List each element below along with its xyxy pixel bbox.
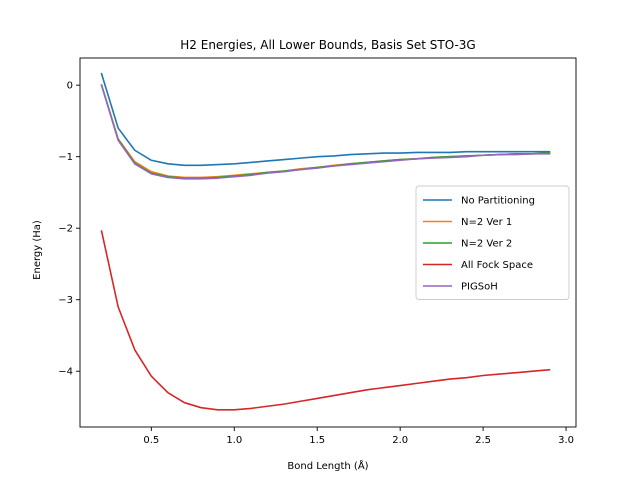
chart-title: H2 Energies, All Lower Bounds, Basis Set… bbox=[180, 38, 475, 52]
legend-label-0: No Partitioning bbox=[461, 196, 535, 207]
y-tick-label: 0 bbox=[67, 81, 73, 92]
legend-label-3: All Fock Space bbox=[461, 260, 533, 271]
series-line-4 bbox=[100, 84, 551, 180]
y-tick-label: −1 bbox=[58, 152, 73, 163]
y-tick-label: −4 bbox=[58, 367, 73, 378]
legend-box bbox=[415, 185, 570, 300]
series-line-0 bbox=[100, 72, 551, 167]
x-tick-label: 1.5 bbox=[309, 435, 325, 446]
y-tick-label: −2 bbox=[58, 224, 73, 235]
legend-label-1: N=2 Ver 1 bbox=[461, 217, 512, 228]
x-tick-label: 2.5 bbox=[475, 435, 491, 446]
axis-ticks: 0.5 1.0 1.5 2.0 2.5 3.0 0 −1 −2 −3 −4 bbox=[58, 57, 577, 446]
legend-label-2: N=2 Ver 2 bbox=[461, 239, 512, 250]
legend-label-4: PIGSoH bbox=[461, 282, 498, 293]
x-axis-label: Bond Length (Å) bbox=[287, 459, 368, 472]
axes-frame bbox=[79, 57, 577, 428]
y-axis-label: Energy (Ha) bbox=[32, 220, 43, 280]
series-line-3 bbox=[100, 230, 551, 411]
x-tick-label: 2.0 bbox=[392, 435, 408, 446]
x-tick-label: 1.0 bbox=[226, 435, 242, 446]
x-tick-label: 3.0 bbox=[558, 435, 574, 446]
legend: No Partitioning N=2 Ver 1 N=2 Ver 2 All Foc… bbox=[415, 185, 570, 300]
y-tick-label: −3 bbox=[58, 295, 73, 306]
x-tick-label: 0.5 bbox=[143, 435, 159, 446]
